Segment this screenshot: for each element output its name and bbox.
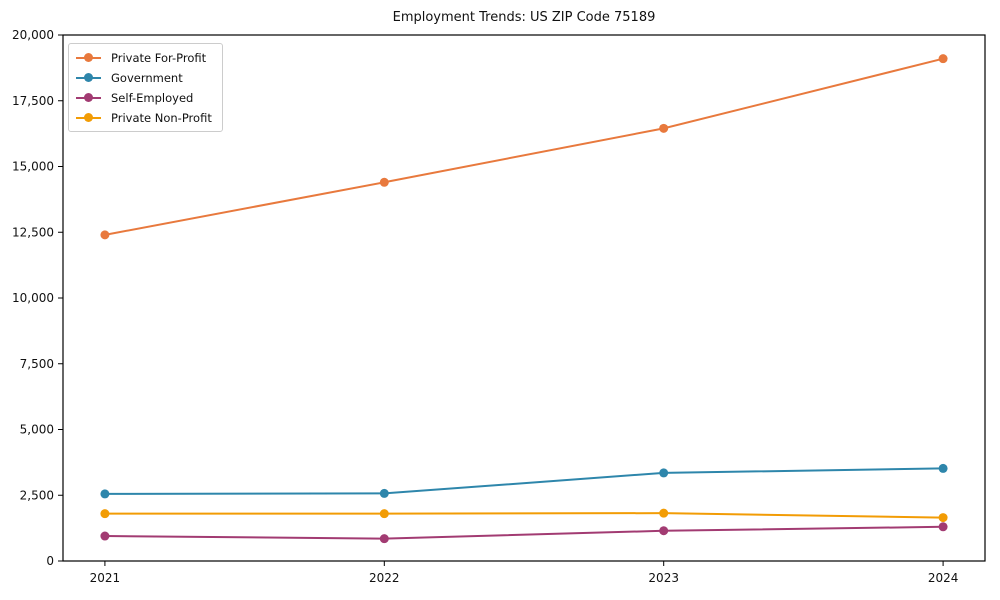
y-tick-label: 5,000 bbox=[20, 423, 54, 437]
series-line-self-employed bbox=[104, 525, 944, 540]
legend-item-private-for-profit: Private For-Profit bbox=[76, 49, 212, 66]
data-point-private-for-profit-2022 bbox=[379, 177, 389, 187]
data-point-government-2023 bbox=[659, 468, 669, 478]
data-point-government-2022 bbox=[379, 488, 389, 498]
data-point-private-non-profit-2023 bbox=[659, 508, 669, 518]
x-tick-label: 2023 bbox=[648, 571, 679, 585]
data-point-private-for-profit-2024 bbox=[938, 54, 948, 64]
series-line-private-for-profit bbox=[104, 57, 944, 236]
data-point-self-employed-2023 bbox=[659, 526, 669, 536]
x-tick-label: 2022 bbox=[369, 571, 400, 585]
data-point-government-2024 bbox=[938, 463, 948, 473]
legend-label: Government bbox=[111, 70, 183, 85]
data-point-private-non-profit-2024 bbox=[938, 513, 948, 523]
legend-label: Private Non-Profit bbox=[111, 110, 212, 125]
data-point-private-non-profit-2022 bbox=[379, 509, 389, 519]
y-tick-label: 15,000 bbox=[12, 160, 54, 174]
series-line-government bbox=[104, 467, 944, 495]
legend-line-marker-icon bbox=[76, 53, 101, 62]
legend: Private For-Profit Government Self-Employe… bbox=[68, 43, 223, 132]
legend-line-marker-icon bbox=[76, 113, 101, 122]
y-tick-label: 12,500 bbox=[12, 225, 54, 239]
x-tick-label: 2024 bbox=[928, 571, 959, 585]
series-line-private-non-profit bbox=[104, 512, 944, 519]
legend-label: Private For-Profit bbox=[111, 50, 207, 65]
data-point-private-for-profit-2021 bbox=[100, 230, 110, 240]
data-point-self-employed-2021 bbox=[100, 531, 110, 541]
y-tick-label: 2,500 bbox=[20, 488, 54, 502]
legend-item-private-non-profit: Private Non-Profit bbox=[76, 109, 212, 126]
y-tick-label: 0 bbox=[46, 554, 54, 568]
legend-line-marker-icon bbox=[76, 73, 101, 82]
legend-item-government: Government bbox=[76, 69, 212, 86]
data-point-self-employed-2024 bbox=[938, 522, 948, 532]
data-point-government-2021 bbox=[100, 489, 110, 499]
y-tick-label: 17,500 bbox=[12, 94, 54, 108]
y-tick-label: 7,500 bbox=[20, 357, 54, 371]
data-point-private-non-profit-2021 bbox=[100, 509, 110, 519]
data-point-private-for-profit-2023 bbox=[659, 123, 669, 133]
data-point-self-employed-2022 bbox=[379, 534, 389, 544]
legend-item-self-employed: Self-Employed bbox=[76, 89, 212, 106]
legend-line-marker-icon bbox=[76, 93, 101, 102]
legend-label: Self-Employed bbox=[111, 90, 194, 105]
y-tick-label: 10,000 bbox=[12, 291, 54, 305]
chart-title: Employment Trends: US ZIP Code 75189 bbox=[392, 10, 656, 25]
y-tick-label: 20,000 bbox=[12, 28, 54, 42]
x-tick-label: 2021 bbox=[90, 571, 121, 585]
